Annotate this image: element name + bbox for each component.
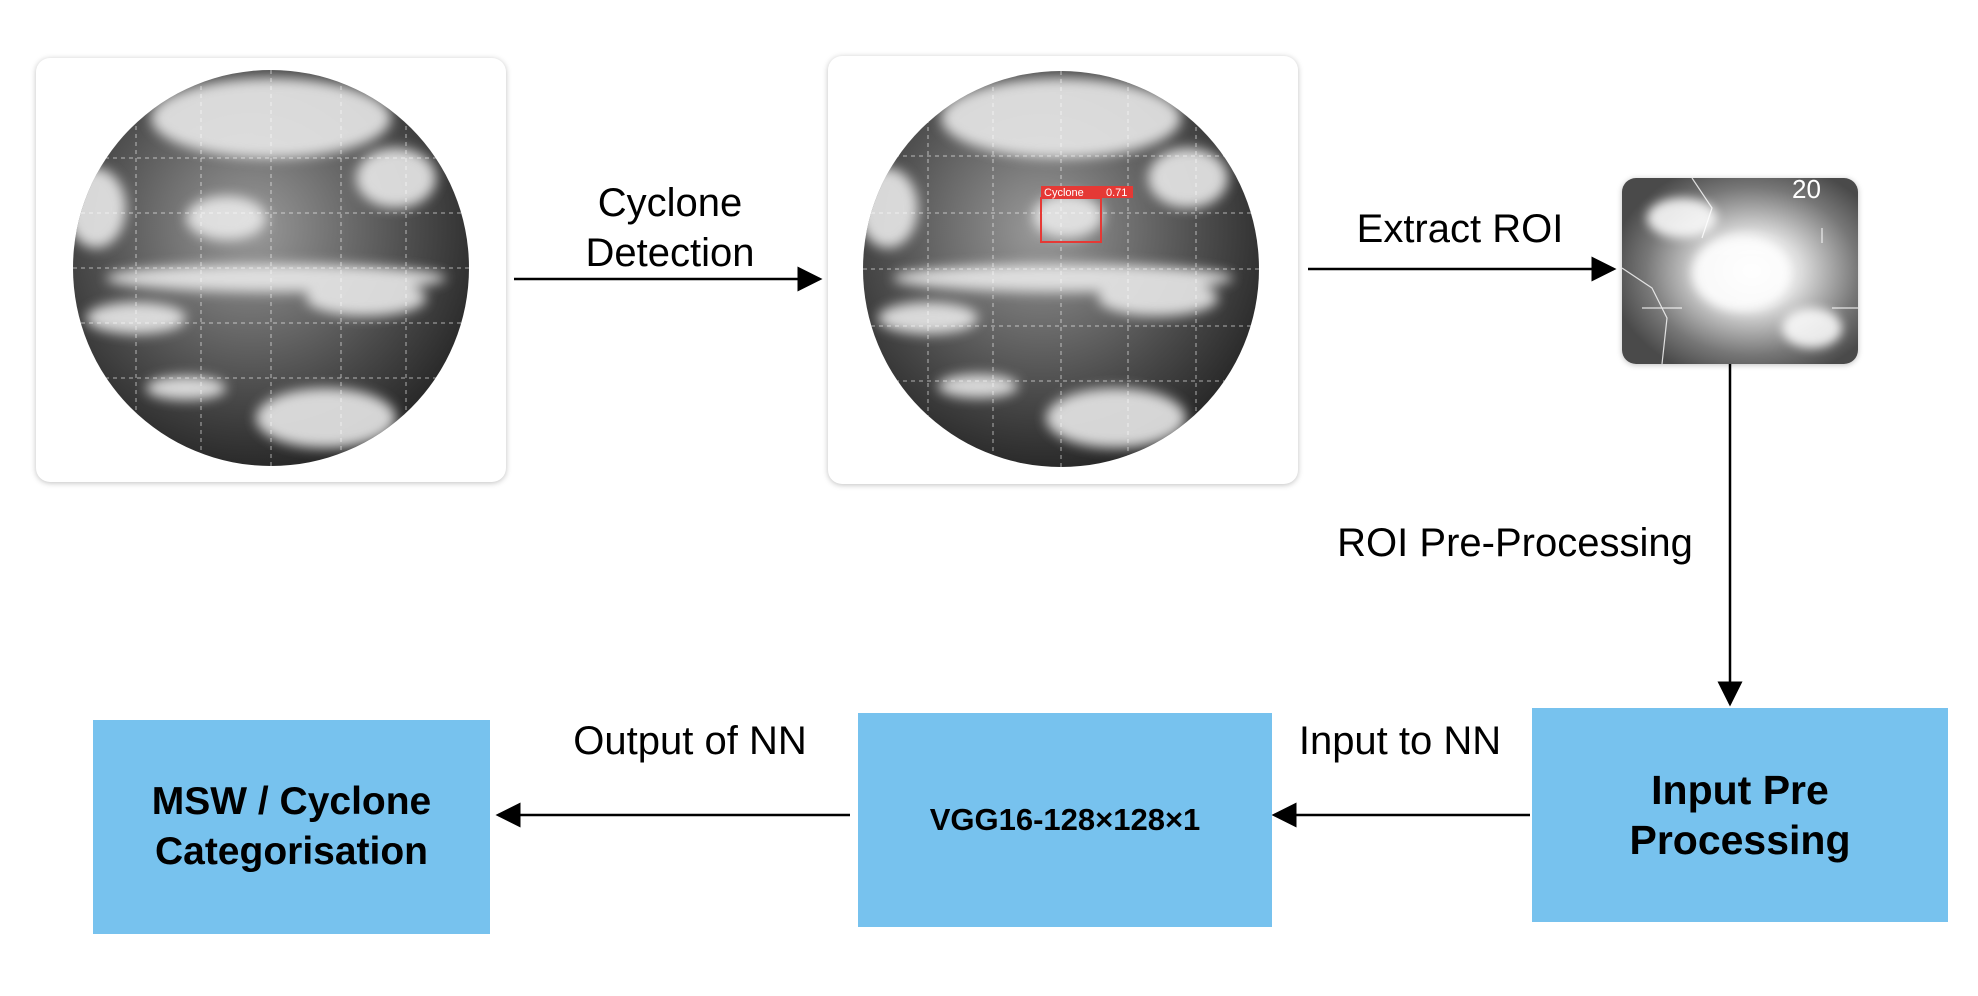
input-to-nn-label: Input to NN <box>1298 719 1502 763</box>
satellite-image-detected: Cyclone 0.71 <box>828 56 1298 484</box>
input-preprocessing-line2: Processing <box>1629 817 1851 863</box>
earth-disk-image-detected: Cyclone 0.71 <box>863 71 1259 467</box>
extract-roi-label: Extract ROI <box>1356 207 1564 251</box>
vgg16-model-box: VGG16-128×128×1 <box>858 713 1272 927</box>
output-of-nn-label: Output of NN <box>573 719 807 763</box>
msw-categorisation-box: MSW / Cyclone Categorisation <box>93 720 490 934</box>
input-preprocessing-line1: Input Pre <box>1651 767 1829 813</box>
detection-score-label: 0.71 <box>1106 187 1127 199</box>
roi-preprocessing-label: ROI Pre-Processing <box>1337 521 1693 565</box>
roi-cloud-image: 20 <box>1622 178 1858 364</box>
vgg16-model-label: VGG16-128×128×1 <box>929 802 1201 837</box>
detection-class-label: Cyclone <box>1044 187 1084 199</box>
satellite-image-original <box>36 58 506 482</box>
earth-disk-image <box>73 70 469 466</box>
input-preprocessing-box: Input Pre Processing <box>1532 708 1948 922</box>
roi-crop-image: 20 <box>1622 178 1858 364</box>
cyclone-detection-label: Cyclone Detection <box>560 178 780 278</box>
cyclone-detection-label-line2: Detection <box>585 231 755 275</box>
cyclone-detection-label-line1: Cyclone <box>597 181 743 225</box>
detection-label-background <box>1041 186 1133 198</box>
svg-text:20: 20 <box>1792 178 1821 204</box>
msw-categorisation-line2: Categorisation <box>154 830 429 873</box>
msw-categorisation-line1: MSW / Cyclone <box>151 780 432 823</box>
